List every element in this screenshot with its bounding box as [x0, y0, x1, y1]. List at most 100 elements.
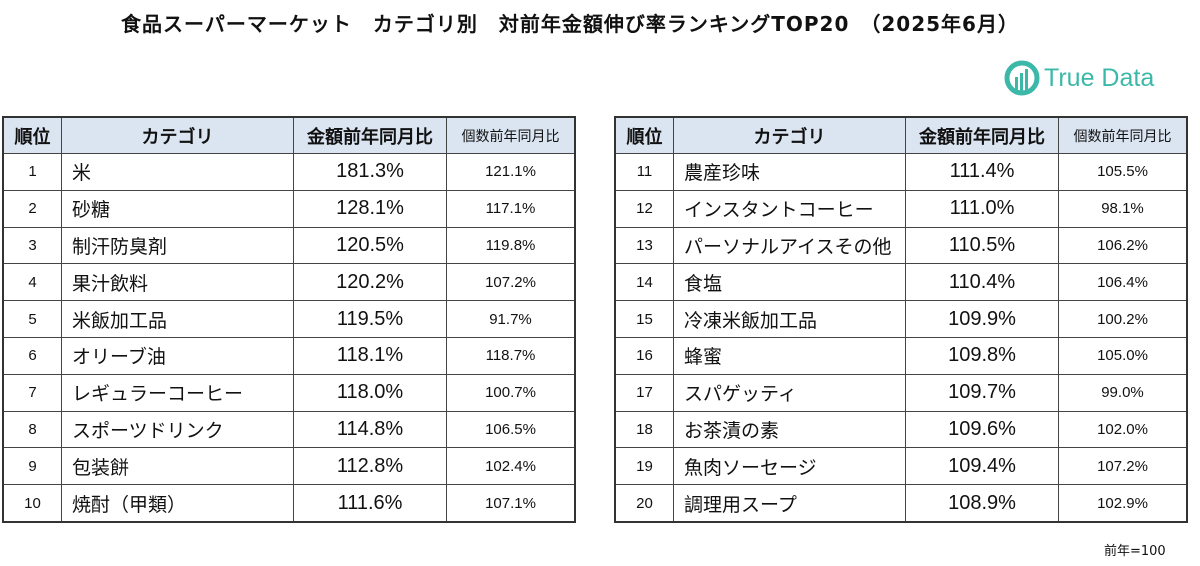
count-ratio-cell: 119.8%: [446, 226, 576, 265]
amount-ratio-cell: 110.4%: [905, 263, 1059, 302]
count-ratio-cell: 105.5%: [1058, 153, 1188, 191]
rank-cell: 8: [2, 410, 62, 449]
table-row: 19 魚肉ソーセージ 109.4% 107.2%: [614, 447, 1188, 486]
logo-icon: [1004, 60, 1040, 96]
rank-cell: 14: [614, 263, 674, 302]
count-ratio-cell: 106.2%: [1058, 226, 1188, 265]
rank-cell: 13: [614, 226, 674, 265]
amount-ratio-cell: 110.5%: [905, 226, 1059, 265]
table-row: 15 冷凍米飯加工品 109.9% 100.2%: [614, 300, 1188, 338]
table-row: 9 包装餅 112.8% 102.4%: [2, 447, 576, 486]
category-cell: レギュラーコーヒー: [61, 373, 294, 412]
rank-cell: 3: [2, 226, 62, 265]
category-cell: 制汗防臭剤: [61, 226, 294, 265]
ranking-table-11-20: 順位 カテゴリ 金額前年同月比 個数前年同月比 11 農産珍味 111.4% 105.…: [614, 116, 1188, 523]
category-cell: 蜂蜜: [673, 336, 906, 375]
count-ratio-cell: 100.2%: [1058, 300, 1188, 338]
header-rank: 順位: [2, 116, 62, 154]
table-row: 2 砂糖 128.1% 117.1%: [2, 189, 576, 228]
table-row: 20 調理用スープ 108.9% 102.9%: [614, 484, 1188, 523]
amount-ratio-cell: 109.7%: [905, 373, 1059, 412]
count-ratio-cell: 100.7%: [446, 373, 576, 412]
header-count: 個数前年同月比: [1058, 116, 1188, 154]
rank-cell: 5: [2, 300, 62, 338]
category-cell: 食塩: [673, 263, 906, 302]
count-ratio-cell: 99.0%: [1058, 373, 1188, 412]
rank-cell: 7: [2, 373, 62, 412]
count-ratio-cell: 107.1%: [446, 484, 576, 523]
table-row: 14 食塩 110.4% 106.4%: [614, 263, 1188, 302]
table-row: 11 農産珍味 111.4% 105.5%: [614, 153, 1188, 191]
table-row: 10 焼酎（甲類） 111.6% 107.1%: [2, 484, 576, 523]
table-row: 5 米飯加工品 119.5% 91.7%: [2, 300, 576, 338]
rank-cell: 18: [614, 410, 674, 449]
amount-ratio-cell: 109.8%: [905, 336, 1059, 375]
category-cell: 砂糖: [61, 189, 294, 228]
footnote: 前年=100: [1104, 544, 1166, 559]
category-cell: スポーツドリンク: [61, 410, 294, 449]
rank-cell: 11: [614, 153, 674, 191]
count-ratio-cell: 98.1%: [1058, 189, 1188, 228]
header-category: カテゴリ: [61, 116, 294, 154]
amount-ratio-cell: 109.9%: [905, 300, 1059, 338]
count-ratio-cell: 118.7%: [446, 336, 576, 375]
amount-ratio-cell: 118.1%: [293, 336, 447, 375]
category-cell: 米飯加工品: [61, 300, 294, 338]
table-row: 16 蜂蜜 109.8% 105.0%: [614, 336, 1188, 375]
amount-ratio-cell: 181.3%: [293, 153, 447, 191]
rank-cell: 1: [2, 153, 62, 191]
amount-ratio-cell: 118.0%: [293, 373, 447, 412]
category-cell: オリーブ油: [61, 336, 294, 375]
category-cell: 農産珍味: [673, 153, 906, 191]
table-row: 6 オリーブ油 118.1% 118.7%: [2, 336, 576, 375]
rank-cell: 15: [614, 300, 674, 338]
rank-cell: 17: [614, 373, 674, 412]
category-cell: 焼酎（甲類）: [61, 484, 294, 523]
category-cell: 果汁飲料: [61, 263, 294, 302]
category-cell: スパゲッティ: [673, 373, 906, 412]
header-amount: 金額前年同月比: [905, 116, 1059, 154]
category-cell: インスタントコーヒー: [673, 189, 906, 228]
amount-ratio-cell: 120.5%: [293, 226, 447, 265]
table-row: 17 スパゲッティ 109.7% 99.0%: [614, 373, 1188, 412]
table-row: 13 パーソナルアイスその他 110.5% 106.2%: [614, 226, 1188, 265]
rank-cell: 10: [2, 484, 62, 523]
count-ratio-cell: 106.5%: [446, 410, 576, 449]
count-ratio-cell: 121.1%: [446, 153, 576, 191]
amount-ratio-cell: 111.6%: [293, 484, 447, 523]
rank-cell: 6: [2, 336, 62, 375]
page-title: 食品スーパーマーケット カテゴリ別 対前年金額伸び率ランキングTOP20 （20…: [121, 12, 1019, 36]
category-cell: 冷凍米飯加工品: [673, 300, 906, 338]
table-row: 12 インスタントコーヒー 111.0% 98.1%: [614, 189, 1188, 228]
logo-text: True Data: [1044, 63, 1155, 92]
category-cell: 包装餅: [61, 447, 294, 486]
count-ratio-cell: 107.2%: [446, 263, 576, 302]
rank-cell: 12: [614, 189, 674, 228]
header-count: 個数前年同月比: [446, 116, 576, 154]
header-rank: 順位: [614, 116, 674, 154]
amount-ratio-cell: 109.6%: [905, 410, 1059, 449]
rank-cell: 20: [614, 484, 674, 523]
rank-cell: 9: [2, 447, 62, 486]
table-row: 1 米 181.3% 121.1%: [2, 153, 576, 191]
count-ratio-cell: 106.4%: [1058, 263, 1188, 302]
category-cell: パーソナルアイスその他: [673, 226, 906, 265]
amount-ratio-cell: 119.5%: [293, 300, 447, 338]
amount-ratio-cell: 109.4%: [905, 447, 1059, 486]
count-ratio-cell: 105.0%: [1058, 336, 1188, 375]
amount-ratio-cell: 108.9%: [905, 484, 1059, 523]
amount-ratio-cell: 120.2%: [293, 263, 447, 302]
rank-cell: 2: [2, 189, 62, 228]
ranking-table-1-10: 順位 カテゴリ 金額前年同月比 個数前年同月比 1 米 181.3% 121.1% 2 砂…: [2, 116, 576, 523]
amount-ratio-cell: 128.1%: [293, 189, 447, 228]
category-cell: お茶漬の素: [673, 410, 906, 449]
header-category: カテゴリ: [673, 116, 906, 154]
category-cell: 調理用スープ: [673, 484, 906, 523]
count-ratio-cell: 102.9%: [1058, 484, 1188, 523]
true-data-logo: True Data: [1004, 60, 1154, 96]
count-ratio-cell: 117.1%: [446, 189, 576, 228]
category-cell: 米: [61, 153, 294, 191]
rank-cell: 19: [614, 447, 674, 486]
table-row: 7 レギュラーコーヒー 118.0% 100.7%: [2, 373, 576, 412]
amount-ratio-cell: 114.8%: [293, 410, 447, 449]
